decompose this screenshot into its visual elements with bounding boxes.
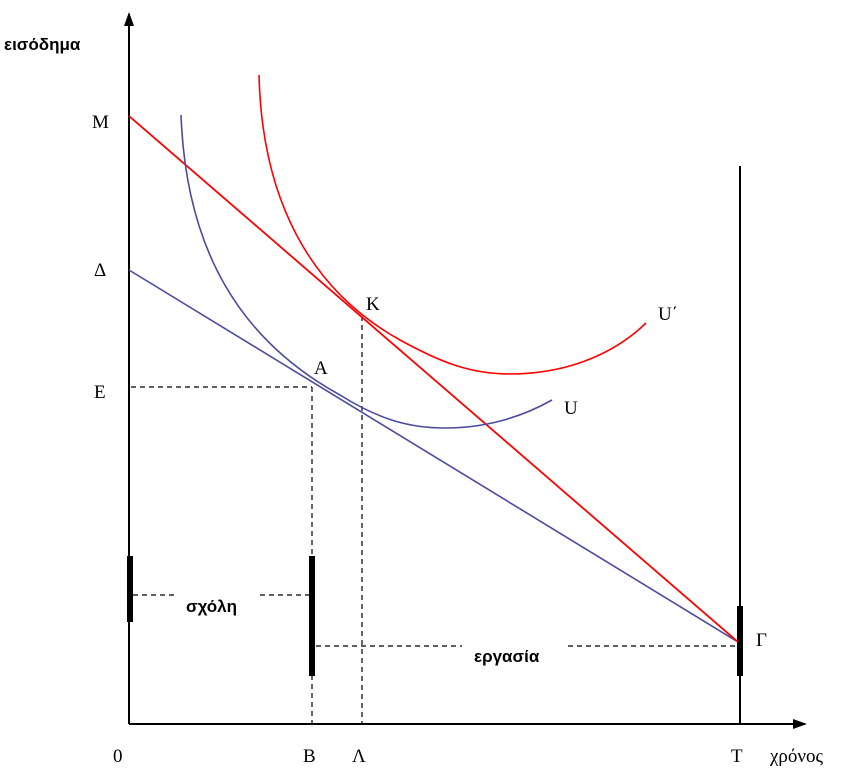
budget-line-blue bbox=[128, 269, 739, 643]
label-B: B bbox=[303, 746, 316, 767]
x-axis-title: χρόνος bbox=[769, 746, 824, 767]
label-leisure: σχόλη bbox=[186, 597, 237, 616]
label-U-prime: U΄ bbox=[658, 304, 678, 325]
label-work: εργασία bbox=[474, 647, 540, 666]
label-gamma: Γ bbox=[756, 630, 767, 651]
indifference-curve-U bbox=[180, 114, 553, 429]
label-U: U bbox=[564, 398, 578, 419]
label-T: T bbox=[731, 746, 743, 767]
label-lambda: Λ bbox=[352, 746, 366, 767]
budget-line-red bbox=[128, 115, 739, 643]
indifference-curve-U-prime bbox=[258, 74, 647, 375]
label-A: A bbox=[314, 358, 328, 379]
y-axis-title: εισόδημα bbox=[4, 35, 81, 54]
label-E: E bbox=[94, 382, 106, 403]
label-delta: Δ bbox=[94, 260, 106, 281]
label-M: M bbox=[92, 112, 109, 133]
label-K: K bbox=[366, 294, 380, 315]
label-origin: 0 bbox=[113, 746, 123, 767]
